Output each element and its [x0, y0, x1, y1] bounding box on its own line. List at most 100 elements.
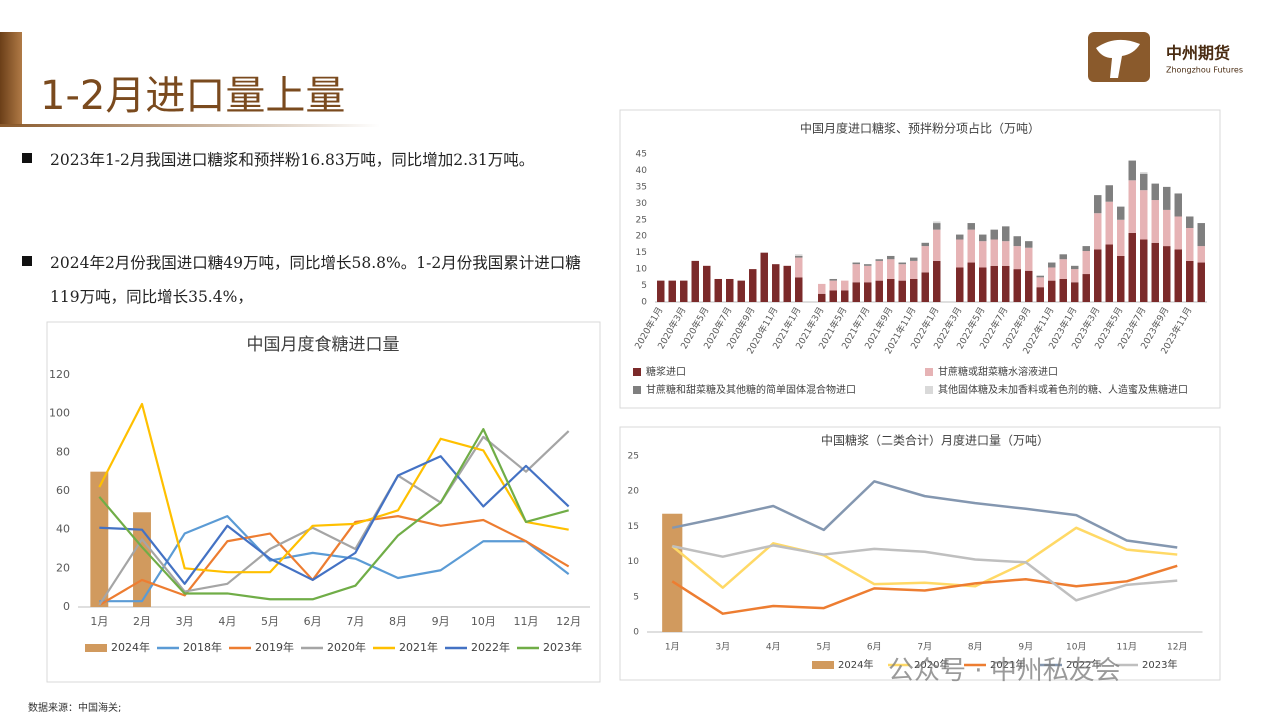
y-tick-label: 15 [636, 248, 647, 258]
bar-segment [1128, 160, 1136, 181]
bar-segment [956, 267, 964, 302]
bar-segment [956, 234, 964, 240]
chart-frame [46, 321, 601, 683]
bar-segment [979, 241, 987, 268]
legend-label: 2021年 [399, 640, 438, 654]
bar-segment [1036, 287, 1044, 302]
bar-segment [1140, 190, 1148, 240]
bar-segment [1094, 213, 1102, 250]
bar-segment [875, 260, 883, 281]
y-tick-label: 10 [636, 265, 648, 275]
bar-segment [1048, 280, 1056, 302]
bar-segment [864, 265, 872, 283]
y-tick-label: 120 [49, 368, 70, 381]
legend-label: 甘蔗糖和甜菜糖及其他糖的简单固体混合物进口 [646, 383, 856, 396]
bar-segment [829, 280, 837, 291]
x-tick-label: 11月 [514, 615, 539, 628]
bar-segment [1071, 282, 1079, 302]
bar-segment [1013, 246, 1021, 270]
bar-segment [852, 262, 860, 265]
bar-segment [1174, 193, 1182, 217]
bar-segment [887, 255, 895, 260]
legend-swatch [85, 644, 107, 652]
bar-segment [864, 282, 872, 302]
bar-segment [910, 257, 918, 261]
source-note: 数据来源：中国海关; [28, 701, 121, 714]
bar-segment [1140, 239, 1148, 302]
bar-segment [749, 269, 757, 302]
line-series [99, 515, 570, 603]
bar-segment [898, 262, 906, 265]
legend-label: 糖浆进口 [646, 365, 686, 378]
bar-segment [680, 280, 688, 302]
bar-segment [1059, 254, 1067, 260]
y-tick-label: 0 [63, 600, 70, 613]
bar-segment [979, 234, 987, 242]
bar-segment [921, 242, 929, 247]
bar-segment [1105, 201, 1113, 245]
bar-segment [1071, 269, 1079, 283]
x-tick-label: 4月 [218, 615, 236, 628]
x-tick-label: 12月 [556, 615, 581, 628]
legend-label: 2022年 [1066, 658, 1101, 671]
y-tick-label: 20 [636, 232, 648, 242]
bar-segment [990, 229, 998, 240]
x-tick-label: 1月 [90, 615, 108, 628]
line-series [98, 515, 570, 607]
bar-segment [1151, 183, 1159, 201]
bar-segment [1128, 180, 1136, 233]
bar-segment [760, 252, 768, 302]
bar-segment [956, 239, 964, 268]
bar-segment [1151, 242, 1159, 302]
bar-segment [772, 264, 780, 302]
chart: 中国糖浆（二类合计）月度进口量（万吨） 0 5 10 15 20 25 1月 3月 4月 5月 6月 7… [628, 433, 1203, 671]
bar-segment [1094, 195, 1102, 214]
bar-segment [979, 267, 987, 302]
chart-title: 中国月度食糖进口量 [247, 335, 400, 355]
bar-segment [1186, 228, 1194, 261]
bar-segment [967, 229, 975, 263]
bar-segment [1186, 216, 1194, 228]
bar-segment [829, 290, 837, 302]
legend-label: 2019年 [255, 640, 294, 654]
x-tick-label: 11月 [1117, 642, 1137, 653]
legend-label: 2023年 [543, 640, 582, 654]
legend-label: 2020年 [327, 640, 366, 654]
bar-segment [1186, 260, 1194, 302]
bar-segment [1163, 246, 1171, 302]
bar-segment [1174, 216, 1182, 250]
bullet-marker [22, 153, 32, 163]
bar-segment [875, 259, 883, 261]
bar-segment [1036, 277, 1044, 288]
y-tick-label: 10 [628, 557, 640, 567]
x-tick-label: 3月 [176, 615, 194, 628]
legend-swatch [633, 368, 641, 376]
bar-segment [933, 221, 941, 224]
legend-label: 2022年 [471, 640, 510, 654]
y-tick-label: 80 [56, 445, 70, 458]
bar-segment [1036, 275, 1044, 278]
legend-label: 2023年 [1142, 658, 1177, 671]
bar-segment [1025, 247, 1033, 271]
x-tick-label: 10月 [1066, 642, 1086, 653]
bar-segment [829, 278, 837, 281]
chart-frame [619, 426, 1221, 681]
legend-label: 2018年 [183, 640, 222, 654]
bar-segment [1059, 259, 1067, 279]
x-tick-label: 6月 [304, 615, 322, 628]
bar-segment [1059, 278, 1067, 302]
bar-segment [1163, 186, 1171, 210]
legend-label: 2024年 [111, 640, 150, 654]
bar-segment [1197, 262, 1205, 302]
y-tick-label: 100 [49, 407, 70, 420]
legend-label: 2024年 [838, 658, 873, 671]
bar-segment [1082, 246, 1090, 252]
y-tick-label: 20 [628, 487, 640, 497]
y-tick-label: 15 [628, 522, 639, 532]
legend-swatch [812, 661, 834, 669]
y-tick-label: 0 [633, 628, 639, 638]
bar-segment [668, 280, 676, 302]
bar [90, 471, 109, 607]
bar-segment [864, 264, 872, 266]
watermark: 公众号 · 中州私友会 [888, 656, 1121, 686]
